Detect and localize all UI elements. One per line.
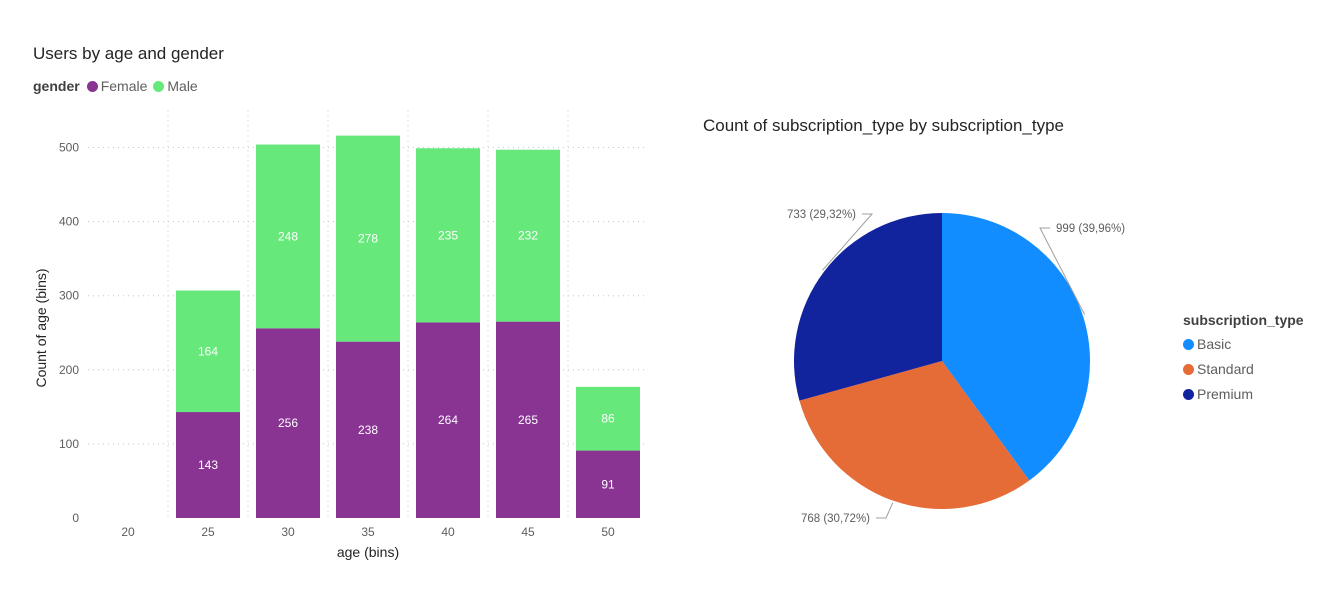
legend-dot-basic — [1183, 338, 1194, 350]
bar-male-45[interactable] — [496, 149, 560, 322]
legend-label-standard: Standard — [1197, 361, 1254, 377]
pie-data-label-standard: 768 (30,72%) — [801, 513, 870, 525]
data-label-male-25: 164 — [198, 344, 218, 358]
x-tick-label: 50 — [601, 525, 615, 539]
data-label-male-50: 86 — [601, 412, 615, 426]
legend-item-premium[interactable]: Premium — [1183, 386, 1304, 402]
pie-leader-line — [876, 502, 894, 519]
legend-label-premium: Premium — [1197, 386, 1254, 402]
legend-item-basic[interactable]: Basic — [1183, 336, 1304, 352]
pie-data-label-basic: 999 (39,96%) — [1056, 223, 1125, 235]
data-label-male-30: 248 — [278, 229, 298, 243]
pie-leader-line — [1039, 227, 1086, 315]
legend-label-female: Female — [100, 78, 148, 94]
bar-male-50[interactable] — [576, 386, 640, 451]
bar-male-25[interactable] — [176, 290, 240, 413]
x-axis-title: age (bins) — [337, 544, 399, 560]
bar-female-35[interactable] — [336, 341, 400, 518]
y-tick-label: 400 — [59, 215, 79, 229]
legend-dot-standard — [1183, 363, 1194, 375]
bar-female-25[interactable] — [176, 412, 240, 518]
x-tick-label: 20 — [121, 525, 135, 539]
legend-dot-male — [153, 80, 165, 92]
bar-chart-title: Users by age and gender — [33, 44, 224, 63]
bar-male-35[interactable] — [336, 135, 400, 342]
y-tick-label: 0 — [72, 511, 79, 525]
bar-female-30[interactable] — [256, 328, 320, 518]
bar-chart-legend: gender Female Male — [33, 78, 204, 94]
bar-male-30[interactable] — [256, 144, 320, 329]
y-tick-label: 200 — [59, 363, 79, 377]
legend-label-basic: Basic — [1197, 336, 1232, 352]
legend-label-male: Male — [167, 78, 198, 94]
x-tick-label: 25 — [201, 525, 215, 539]
pie-chart-plot: 999 (39,96%) 768 (30,72%) 733 (29,32%) — [787, 209, 1125, 525]
data-label-male-45: 232 — [518, 229, 538, 243]
y-tick-label: 300 — [59, 289, 79, 303]
data-label-female-40: 264 — [438, 413, 458, 427]
bar-female-40[interactable] — [416, 322, 480, 518]
y-axis-title: Count of age (bins) — [33, 268, 49, 387]
x-tick-label: 30 — [281, 525, 295, 539]
legend-dot-female — [86, 80, 98, 92]
y-tick-label: 100 — [59, 437, 79, 451]
legend-item-standard[interactable]: Standard — [1183, 361, 1304, 377]
legend-dot-premium — [1183, 388, 1194, 400]
pie-slice-standard[interactable] — [799, 361, 1030, 510]
pie-data-label-premium: 733 (29,32%) — [787, 209, 856, 221]
x-tick-label: 45 — [521, 525, 535, 539]
data-label-female-50: 91 — [601, 477, 615, 491]
data-label-female-35: 238 — [358, 423, 378, 437]
pie-chart-legend: subscription_type Basic Standard Premium — [1183, 312, 1304, 411]
data-label-male-40: 235 — [438, 228, 458, 242]
pie-legend-title: subscription_type — [1183, 312, 1304, 328]
bar-female-45[interactable] — [496, 321, 560, 518]
bar-male-40[interactable] — [416, 148, 480, 323]
data-label-female-30: 256 — [278, 416, 298, 430]
y-tick-label: 500 — [59, 141, 79, 155]
legend-item-male[interactable]: Male — [153, 78, 198, 94]
bar-chart-visual: Users by age and gender gender Female Ma… — [0, 0, 660, 598]
x-tick-label: 40 — [441, 525, 455, 539]
x-tick-label: 35 — [361, 525, 375, 539]
pie-chart-visual: Count of subscription_type by subscripti… — [660, 0, 1325, 598]
pie-slice-basic[interactable] — [942, 213, 1090, 481]
pie-slice-premium[interactable] — [794, 213, 942, 401]
bar-female-50[interactable] — [576, 450, 640, 518]
legend-item-female[interactable]: Female — [86, 78, 148, 94]
data-label-female-45: 265 — [518, 413, 538, 427]
data-label-female-25: 143 — [198, 458, 218, 472]
data-label-male-35: 278 — [358, 232, 378, 246]
bar-legend-title: gender — [33, 78, 80, 94]
pie-leader-line — [822, 213, 874, 271]
pie-chart-title: Count of subscription_type by subscripti… — [703, 116, 1064, 135]
bar-chart-plot: age (bins) Count of age (bins) 0 100 200 30… — [33, 110, 648, 560]
